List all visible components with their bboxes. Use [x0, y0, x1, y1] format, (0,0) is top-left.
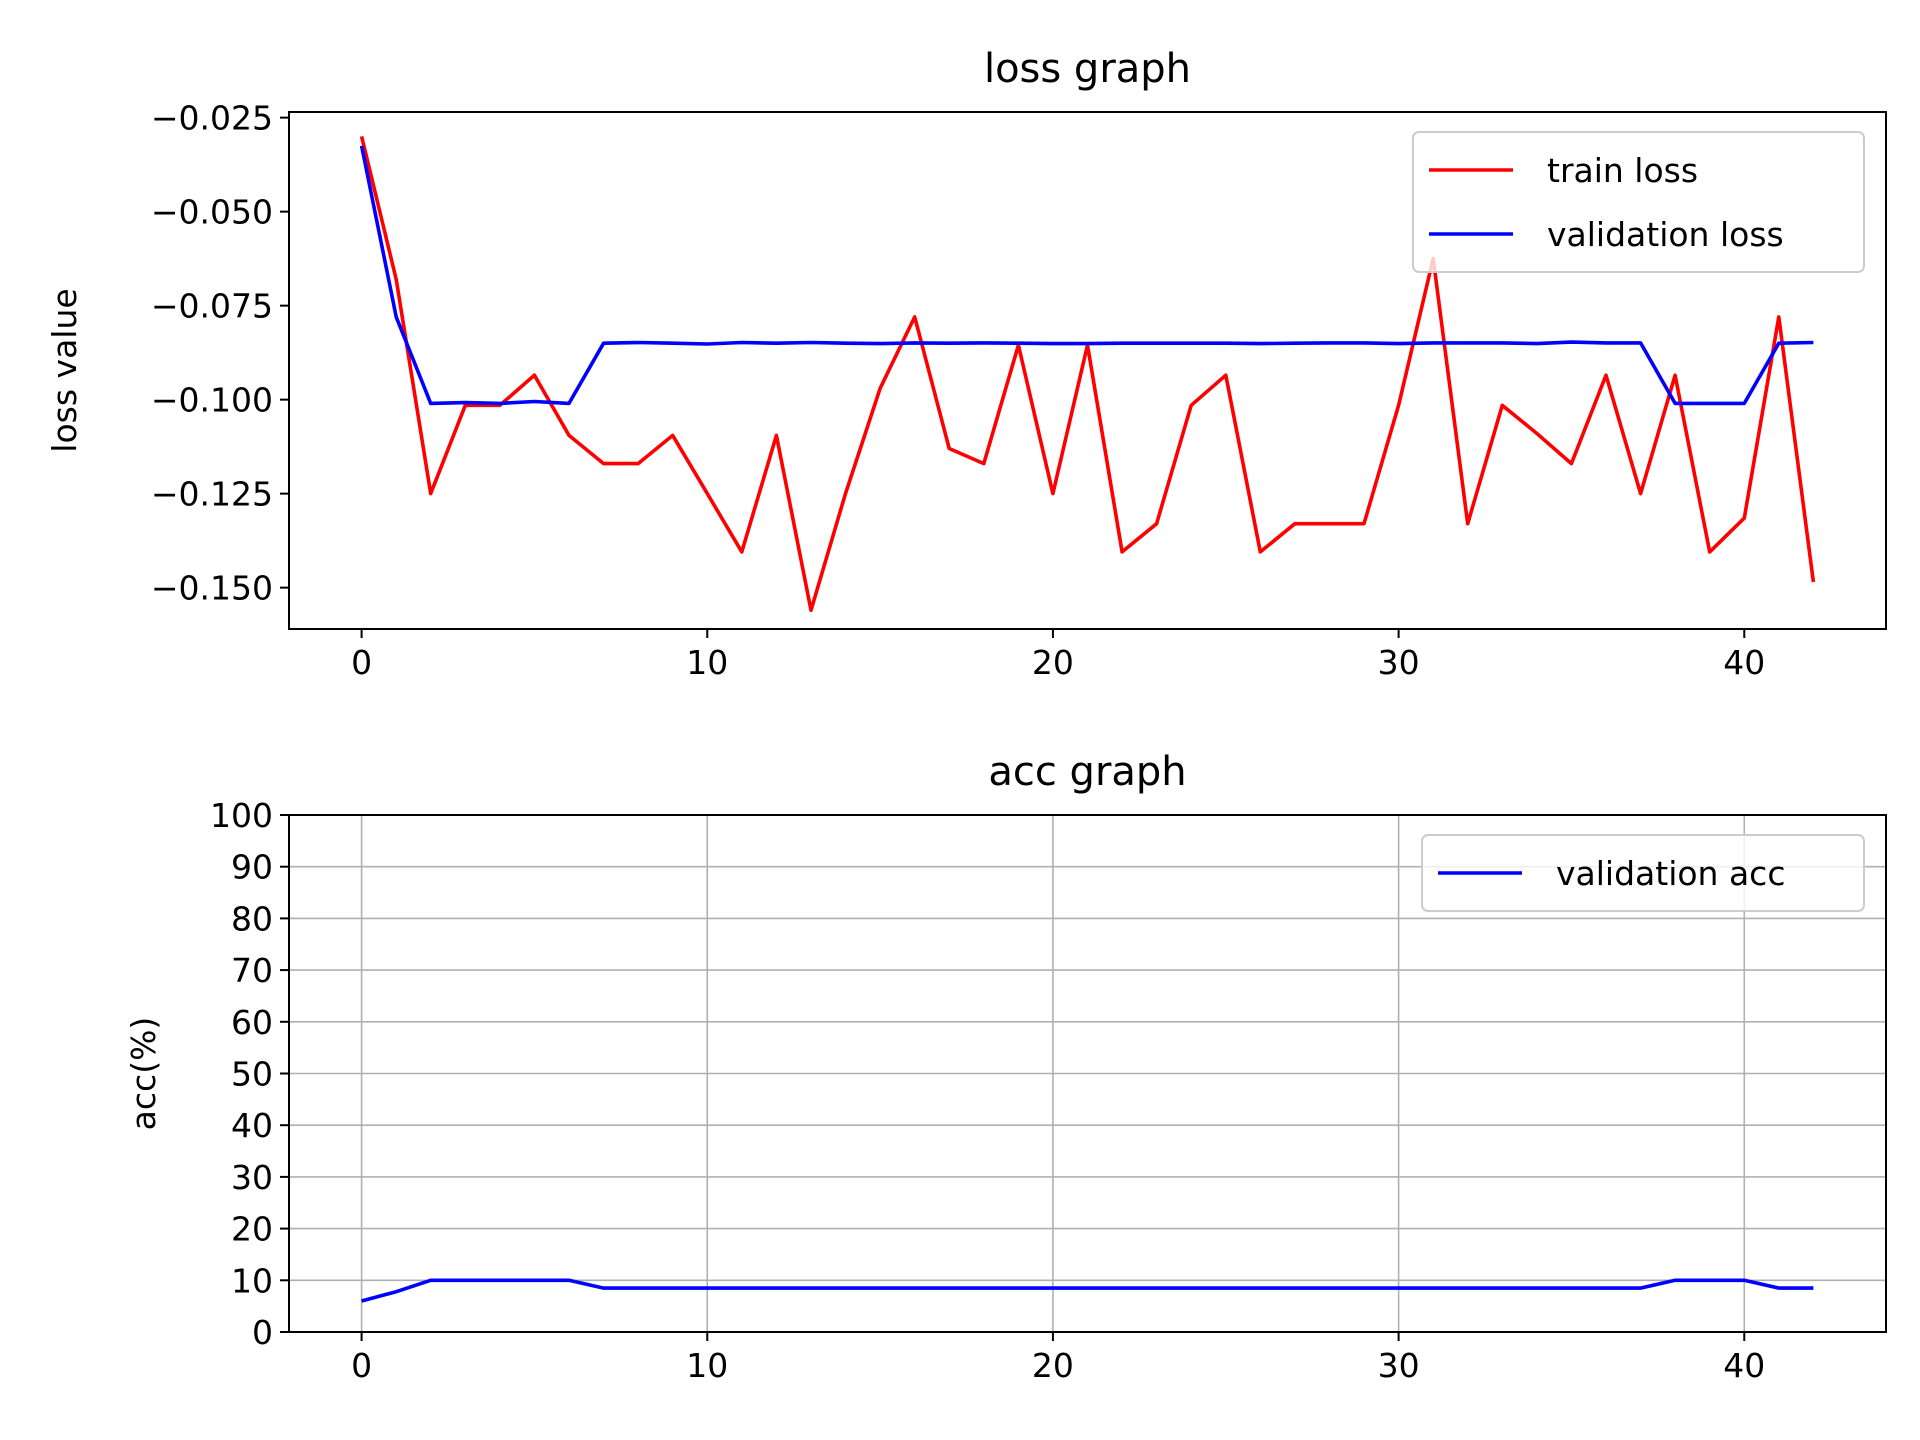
y-tick-label: 90 — [231, 848, 273, 887]
y-tick-label: 10 — [231, 1261, 273, 1300]
y-tick-label: 0 — [252, 1313, 273, 1352]
legend-label: train loss — [1547, 151, 1698, 190]
x-tick-label: 40 — [1723, 643, 1765, 682]
y-tick-label: 100 — [210, 796, 273, 835]
y-tick-label: −0.125 — [151, 475, 273, 514]
legend-label: validation acc — [1556, 854, 1785, 893]
y-tick-label: 20 — [231, 1210, 273, 1249]
y-tick-label: 40 — [231, 1106, 273, 1145]
x-tick-label: 10 — [686, 643, 728, 682]
y-tick-label: −0.025 — [151, 99, 273, 138]
legend: validation acc — [1421, 834, 1865, 912]
y-tick-label: −0.050 — [151, 193, 273, 232]
legend: train loss validation loss — [1412, 131, 1865, 273]
legend-box — [1412, 131, 1865, 273]
y-tick-label: 60 — [231, 1003, 273, 1042]
y-tick-label: −0.150 — [151, 569, 273, 608]
chart-panel-1: loss graph loss value 0 10 20 30 40 −0.025 −0.05… — [45, 46, 1887, 682]
plot-frame — [288, 111, 1887, 630]
y-tick-label: −0.075 — [151, 287, 273, 326]
x-tick-label: 30 — [1378, 1346, 1420, 1385]
x-tick-label: 0 — [351, 1346, 372, 1385]
legend-box — [1421, 834, 1865, 912]
series-line-2 — [359, 145, 1814, 406]
x-tick-label: 0 — [351, 643, 372, 682]
y-axis-label: loss value — [45, 288, 84, 452]
y-tick-label: −0.100 — [151, 381, 273, 420]
legend-label: validation loss — [1547, 215, 1784, 254]
x-tick-label: 20 — [1032, 643, 1074, 682]
y-tick-label: 70 — [231, 951, 273, 990]
plot-frame — [288, 814, 1887, 1333]
y-tick-label: 50 — [231, 1055, 273, 1094]
series-line-1 — [361, 1278, 1814, 1303]
y-axis-label: acc(%) — [124, 1017, 163, 1131]
y-tick-label: 30 — [231, 1158, 273, 1197]
chart-title: acc graph — [988, 749, 1186, 795]
x-tick-label: 40 — [1723, 1346, 1765, 1385]
y-tick-label: 80 — [231, 899, 273, 938]
x-tick-label: 20 — [1032, 1346, 1074, 1385]
chart-title: loss graph — [984, 46, 1191, 92]
x-tick-label: 10 — [686, 1346, 728, 1385]
chart-panel-2: acc graph acc(%) 0 10 20 30 40 0 10 20 30 40 50 60 70 8… — [124, 749, 1887, 1385]
x-tick-label: 30 — [1378, 643, 1420, 682]
